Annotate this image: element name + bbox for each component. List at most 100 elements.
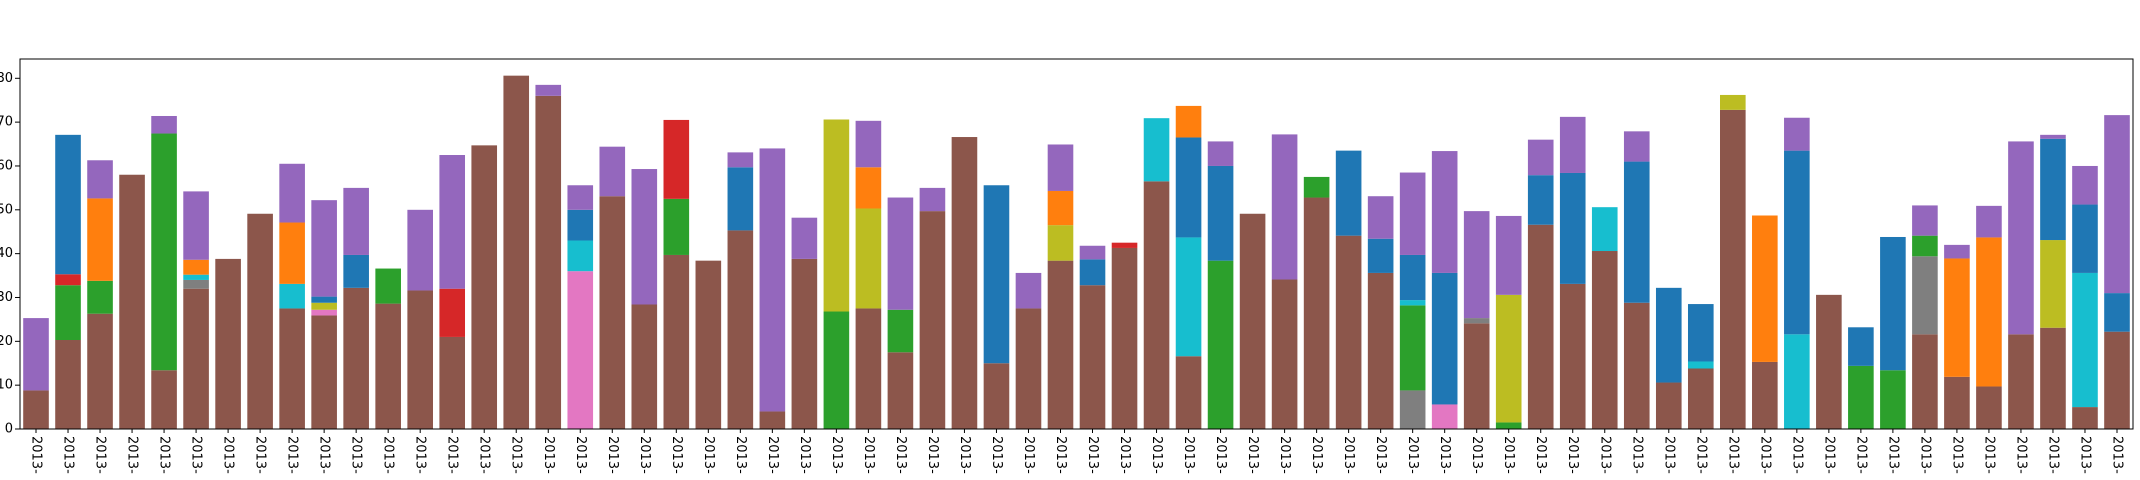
bar-segment: [2072, 272, 2098, 408]
x-tick-label: 2013-: [509, 436, 524, 474]
bar-segment: [2040, 327, 2066, 429]
x-tick-label: 2013-: [29, 436, 44, 474]
bar-segment: [759, 411, 786, 429]
x-tick-label: 2013-: [349, 436, 364, 474]
x-tick-label: 2013-: [1693, 436, 1708, 474]
bar-segment: [151, 370, 177, 429]
bar-segment: [1399, 390, 1426, 429]
bar-segment: [1720, 109, 1746, 429]
bar-segment: [1687, 361, 1714, 369]
bar-segment: [183, 274, 209, 280]
bar-segment: [1335, 150, 1362, 236]
bar-segment: [567, 240, 594, 272]
axes-frame: [19, 58, 2134, 430]
bar-segment: [1175, 356, 1202, 429]
bar-segment: [183, 259, 209, 275]
bar-segment: [503, 75, 530, 430]
x-tick-label: 2013-: [189, 436, 204, 474]
bar-segment: [1880, 370, 1906, 429]
bar-segment: [1207, 165, 1234, 261]
bar-segment: [23, 318, 49, 391]
bar-segment: [1111, 242, 1138, 248]
bar-segment: [343, 187, 369, 255]
bar-segment: [1079, 245, 1106, 260]
x-tick-label: 2013-: [93, 436, 108, 474]
x-tick-label: 2013-: [2045, 436, 2060, 474]
bar-segment: [1175, 137, 1202, 238]
bar-segment: [823, 311, 850, 429]
x-tick-label: 2013-: [1181, 436, 1196, 474]
bar-segment: [1912, 205, 1938, 236]
bar-segment: [1527, 224, 1554, 429]
x-tick-label: 2013-: [1597, 436, 1612, 474]
bar-segment: [183, 279, 209, 289]
bar-segment: [823, 119, 850, 312]
bar-segment: [375, 268, 401, 304]
bar-segment: [1495, 294, 1522, 423]
x-tick-label: 2013-: [1501, 436, 1516, 474]
bar-segment: [55, 340, 81, 429]
x-tick-label: 2013-: [1085, 436, 1100, 474]
bar-segment: [1335, 235, 1362, 429]
bar-segment: [791, 217, 818, 259]
bar-segment: [1367, 196, 1394, 239]
bar-segment: [2072, 204, 2098, 273]
bar-segment: [1527, 139, 1554, 176]
x-tick-label: 2013-: [1789, 436, 1804, 474]
x-tick-label: 2013-: [605, 436, 620, 474]
bar-segment: [599, 196, 626, 429]
x-tick-label: 2013-: [893, 436, 908, 474]
x-tick-label: 2013-: [317, 436, 332, 474]
bar-segment: [1623, 161, 1650, 303]
bar-segment: [343, 254, 369, 288]
bar-segment: [1111, 247, 1138, 429]
bar-segment: [1431, 404, 1458, 429]
bar-segment: [1912, 256, 1938, 335]
bar-segment: [2008, 334, 2034, 429]
bar-segment: [87, 313, 113, 429]
x-tick-label: 2013-: [797, 436, 812, 474]
bar-segment: [631, 169, 658, 305]
bar-segment: [2040, 240, 2066, 328]
bar-segment: [1175, 105, 1202, 138]
bar-segment: [1303, 176, 1330, 198]
bar-segment: [535, 84, 562, 96]
bar-segment: [151, 133, 177, 371]
y-tick-label: 20: [0, 334, 13, 349]
bar-segment: [983, 363, 1010, 429]
bar-segment: [535, 95, 562, 429]
bar-segment: [311, 315, 337, 429]
y-tick-label: 60: [0, 158, 13, 173]
bar-segment: [1655, 382, 1682, 429]
bar-segment: [87, 280, 113, 314]
x-tick-label: 2013-: [285, 436, 300, 474]
bar-segment: [439, 288, 466, 337]
bar-segment: [1848, 365, 1874, 429]
x-tick-label: 2013-: [829, 436, 844, 474]
bar-segment: [407, 290, 433, 429]
bar-segment: [1143, 181, 1170, 429]
bar-segment: [919, 187, 946, 212]
x-tick-label: 2013-: [637, 436, 652, 474]
x-tick-label: 2013-: [1021, 436, 1036, 474]
bar-segment: [55, 274, 81, 286]
bar-segment: [887, 352, 914, 429]
bar-segment: [2040, 138, 2066, 241]
x-tick-label: 2013-: [1661, 436, 1676, 474]
bar-segment: [407, 209, 433, 291]
bar-segment: [1079, 259, 1106, 286]
x-tick-label: 2013-: [2109, 436, 2124, 474]
bar-segment: [1655, 287, 1682, 383]
bar-segment: [1367, 238, 1394, 273]
bar-segment: [1399, 254, 1426, 301]
bar-segment: [1944, 376, 1970, 429]
x-tick-label: 2013-: [413, 436, 428, 474]
bar-segment: [1944, 244, 1970, 259]
x-tick-label: 2013-: [1885, 436, 1900, 474]
x-tick-label: 2013-: [1981, 436, 1996, 474]
x-tick-label: 2013-: [1117, 436, 1132, 474]
bar-segment: [23, 390, 49, 429]
bar-segment: [983, 185, 1010, 364]
bar-segment: [855, 120, 882, 168]
